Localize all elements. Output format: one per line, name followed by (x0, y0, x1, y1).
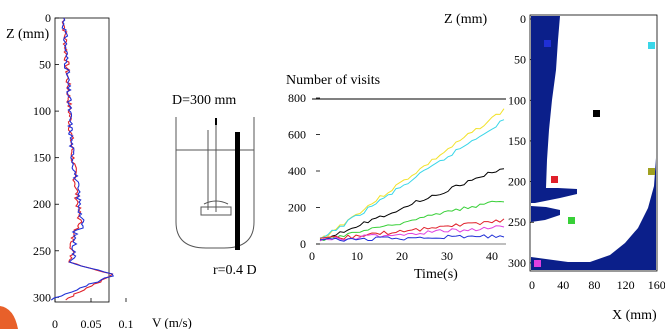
map-marker (648, 168, 655, 175)
velocity-x-tick-label: 0 (52, 317, 58, 329)
map-y-label: Z (mm) (444, 12, 487, 27)
visits-x-tick-label: 20 (396, 249, 408, 263)
velocity-y-tick-label: 100 (33, 104, 51, 118)
corner-decoration (0, 306, 18, 329)
visits-series-line (319, 168, 505, 242)
impeller (200, 206, 232, 216)
visits-y-tick-label: 800 (288, 91, 306, 105)
map-markers (534, 40, 655, 267)
map-y-tick-label: 300 (508, 256, 526, 270)
visits-y-tick-label: 600 (288, 128, 306, 142)
map-marker (648, 42, 655, 49)
velocity-y-tick-label: 200 (33, 197, 51, 211)
map-x-label: X (mm) (612, 308, 657, 323)
vessel-drawing (175, 117, 255, 249)
velocity-x-ticks: 0 0.05 0.1 (52, 298, 134, 329)
velocity-y-tick-label: 50 (39, 58, 51, 72)
visits-x-tick-label: 30 (441, 249, 453, 263)
velocity-series-blue (50, 17, 115, 301)
map-y-tick-label: 150 (508, 134, 526, 148)
map-x-tick-label: 160 (648, 278, 665, 292)
map-axes-frame (529, 14, 658, 272)
measurement-probe (235, 132, 240, 250)
map-x-tick-label: 80 (588, 278, 600, 292)
visits-x-tick-label: 10 (351, 249, 363, 263)
visits-x-tick-label: 40 (486, 249, 498, 263)
map-y-tick-label: 100 (508, 93, 526, 107)
velocity-y-tick-label: 150 (33, 151, 51, 165)
velocity-y-ticks: 0 50 100 150 200 250 300 (33, 11, 59, 304)
vessel-radius-label: r=0.4 D (213, 263, 257, 278)
velocity-x-tick-label: 0.1 (119, 317, 134, 329)
map-panel: Z (mm) X (mm) 0 50 100 150 200 250 300 0 40 80 12… (444, 12, 665, 323)
map-x-tick-label: 40 (557, 278, 569, 292)
velocity-x-label: V (m/s) (152, 315, 192, 329)
map-y-tick-label: 50 (514, 53, 526, 67)
map-x-ticks: 0 40 80 120 160 (529, 278, 665, 292)
velocity-y-tick-label: 0 (45, 11, 51, 25)
map-marker (551, 176, 558, 183)
map-y-tick-label: 250 (508, 215, 526, 229)
map-y-tick-label: 0 (520, 12, 526, 26)
vessel-wall (175, 117, 255, 249)
velocity-x-tick-label: 0.05 (81, 317, 102, 329)
visits-y-tick-label: 0 (300, 237, 306, 251)
visits-series-line (319, 218, 505, 240)
vessel-panel: D=300 mm r=0.4 D (172, 93, 257, 278)
velocity-y-tick-label: 300 (33, 290, 51, 304)
visits-series (319, 108, 505, 242)
visits-y-ticks: 0 200 400 600 800 (288, 91, 320, 251)
velocity-axes-frame (54, 17, 110, 303)
visits-title: Number of visits (286, 73, 380, 88)
vessel-diameter-label: D=300 mm (172, 93, 236, 108)
map-x-tick-label: 120 (617, 278, 635, 292)
visits-x-label: Time(s) (414, 267, 458, 282)
map-flow-region (531, 16, 656, 270)
visits-x-ticks: 0 10 20 30 40 (309, 249, 498, 263)
velocity-series-red (61, 17, 114, 301)
visits-x-tick-label: 0 (309, 249, 315, 263)
impeller-hub (203, 200, 229, 205)
visits-y-tick-label: 200 (288, 201, 306, 215)
velocity-y-label: Z (mm) (6, 27, 49, 42)
visits-series-line (319, 234, 505, 242)
map-marker (593, 110, 600, 117)
visits-panel: Number of visits 0 200 400 600 800 0 10 20 30 40… (286, 73, 506, 282)
visits-y-tick-label: 400 (288, 164, 306, 178)
visits-series-line (319, 200, 505, 242)
map-y-ticks: 0 50 100 150 200 250 300 (508, 12, 534, 270)
velocity-y-tick-label: 250 (33, 244, 51, 258)
map-marker (568, 217, 575, 224)
visits-series-line (319, 119, 505, 239)
map-x-tick-label: 0 (529, 278, 535, 292)
map-marker (544, 40, 551, 47)
map-y-tick-label: 200 (508, 175, 526, 189)
map-marker (534, 260, 541, 267)
